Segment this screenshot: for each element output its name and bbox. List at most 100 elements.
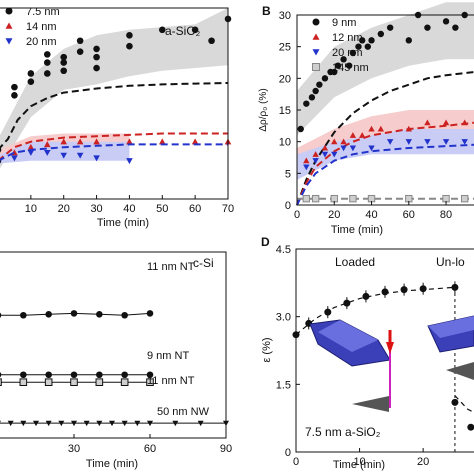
data-point: [121, 371, 128, 379]
y-tick-label: 15: [279, 105, 291, 117]
data-point: [146, 371, 154, 379]
data-point: [0, 420, 1, 423]
data-point: [7, 420, 14, 427]
data-point: [19, 378, 28, 386]
panel-a: 10 20 30 40 50 60 70 Time (min) a-SiO₂ 7.5 nm 14 n…: [0, 6, 234, 229]
data-point: [377, 30, 385, 38]
panel-c: 11 nm NT 9 nm NT 11 nm NT 50 nm NW 30 60 90 Tim…: [0, 251, 232, 470]
data-point: [345, 62, 353, 69]
data-point: [20, 311, 27, 319]
data-point: [451, 283, 459, 291]
data-point: [96, 311, 103, 318]
y-tick-label: 4.5: [276, 244, 291, 256]
x-tick-label: 60: [403, 209, 415, 221]
data-point: [191, 138, 199, 145]
data-point: [71, 420, 77, 427]
data-point: [386, 24, 394, 31]
data-point: [126, 138, 133, 145]
legend-label: 7.5 nm: [26, 6, 60, 18]
y-axis-label: Δρ/ρ₀ (%): [258, 88, 269, 131]
data-point: [349, 145, 357, 152]
data-point: [442, 119, 450, 126]
x-axis-label: Time (min): [333, 459, 385, 471]
data-point: [0, 378, 2, 386]
x-tick-label: 10: [353, 456, 365, 468]
legend-label: 9 nm: [332, 17, 356, 29]
data-point: [20, 371, 27, 379]
y-tick-label: 0: [285, 200, 291, 212]
fit-line: [454, 395, 474, 414]
x-tick-label: 0: [294, 209, 300, 221]
fit-line: [296, 143, 474, 206]
y-tick-label: 20: [279, 73, 291, 85]
data-point: [146, 378, 154, 386]
y-tick-label: 3.0: [276, 312, 291, 324]
legend-marker: [312, 33, 320, 40]
data-point: [60, 53, 68, 61]
data-point: [442, 18, 450, 25]
fit-line: [0, 132, 228, 161]
data-point: [27, 149, 35, 156]
data-point: [312, 87, 319, 95]
data-point: [297, 125, 304, 133]
legend-marker: [312, 18, 320, 26]
legend-label: 14 nm: [26, 21, 57, 33]
data-point: [121, 420, 128, 427]
data-point: [343, 299, 351, 307]
data-point: [424, 139, 431, 145]
legend-label: 20 nm: [26, 36, 57, 48]
data-point: [340, 145, 347, 152]
data-point: [362, 292, 370, 300]
series-label: 11 nm NT: [147, 375, 195, 387]
data-point: [331, 138, 338, 145]
data-point: [0, 312, 2, 318]
y-tick-label: 5: [285, 168, 291, 180]
series-label: 50 nm NW: [157, 406, 210, 418]
data-point: [368, 37, 375, 44]
data-point: [45, 371, 52, 379]
data-point: [316, 81, 323, 88]
data-point: [377, 125, 385, 132]
data-point: [126, 31, 133, 39]
data-point: [43, 51, 51, 58]
data-point: [424, 119, 431, 126]
x-tick-label: 20: [417, 456, 429, 468]
annotation: c-Si: [193, 256, 214, 270]
load-arrow-icon: [386, 342, 394, 354]
data-point: [11, 83, 18, 91]
fit-line: [0, 143, 228, 161]
x-axis-label: Time (min): [331, 224, 383, 236]
data-point: [93, 53, 100, 61]
data-point: [312, 158, 319, 164]
x-tick-label: 70: [222, 203, 234, 215]
data-point: [93, 138, 100, 145]
legend-label: 145 nm: [332, 62, 369, 74]
plot-frame: [0, 251, 227, 439]
data-point: [27, 143, 35, 150]
data-point: [126, 42, 133, 50]
data-point: [76, 37, 84, 45]
legend-marker: [312, 63, 320, 71]
data-point: [43, 141, 51, 148]
data-point: [355, 43, 362, 50]
data-point: [43, 59, 51, 66]
data-point: [60, 59, 68, 66]
confidence-band: [297, 129, 474, 180]
data-point: [321, 144, 329, 151]
y-tick-label: 1.5: [276, 379, 291, 391]
data-point: [33, 420, 39, 427]
x-tick-label: 20: [58, 203, 70, 215]
plot-frame: [295, 248, 474, 453]
data-point: [364, 43, 371, 50]
y-axis-label: ε (%): [261, 337, 273, 362]
panel-letter: B: [262, 4, 271, 18]
series-label: 11 nm NT: [147, 261, 195, 273]
data-point: [340, 56, 347, 63]
fit-line: [0, 82, 229, 150]
data-point: [27, 70, 35, 77]
data-point: [20, 420, 27, 427]
data-point: [330, 194, 338, 203]
loaded-label: Loaded: [335, 255, 375, 269]
x-tick-label: 80: [440, 209, 452, 221]
